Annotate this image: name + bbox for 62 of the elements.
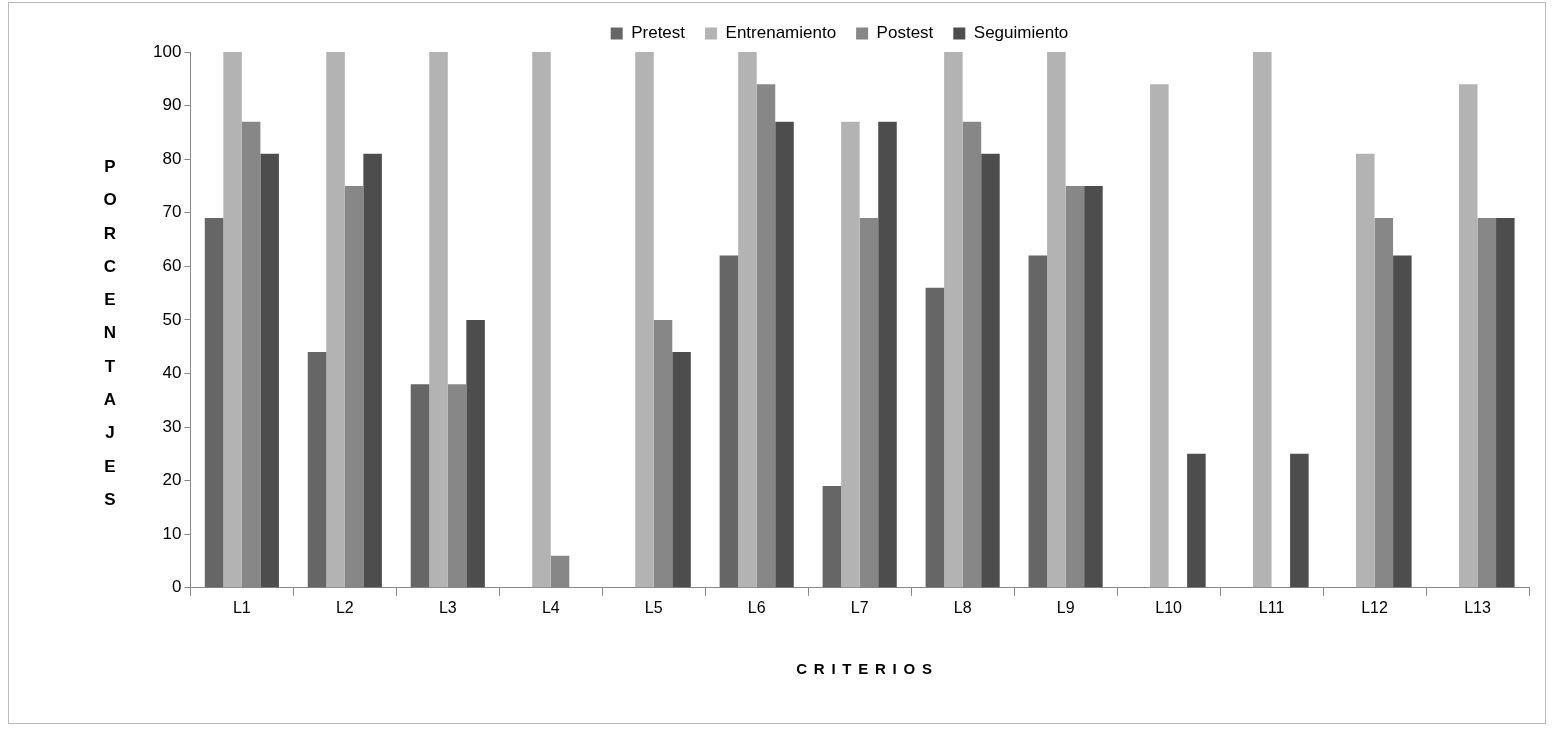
bar xyxy=(1047,52,1066,588)
x-tick-label: L3 xyxy=(438,598,457,616)
bar xyxy=(204,218,224,588)
bar xyxy=(775,121,794,588)
bar xyxy=(363,153,382,588)
legend-label: Seguimiento xyxy=(973,23,1069,43)
x-tick-label: L13 xyxy=(1464,598,1491,616)
text: PORCENTAJES xyxy=(103,157,117,509)
y-tick-label: 50 xyxy=(162,309,182,329)
bar xyxy=(878,121,897,588)
bar xyxy=(738,52,757,588)
x-tick-label: L4 xyxy=(541,598,560,616)
bar xyxy=(326,52,345,588)
x-tick-label: L6 xyxy=(747,598,766,616)
bar xyxy=(635,52,654,588)
bar xyxy=(429,52,448,588)
bar xyxy=(532,52,551,588)
bar xyxy=(223,52,242,588)
bar xyxy=(841,121,860,588)
y-tick-label: 60 xyxy=(162,256,182,276)
bar xyxy=(1290,453,1309,588)
x-tick-label: L10 xyxy=(1155,598,1183,616)
y-tick-label: 10 xyxy=(162,523,182,543)
y-tick-label: 30 xyxy=(162,416,182,436)
x-tick-label: L9 xyxy=(1056,598,1075,616)
bar xyxy=(944,52,963,588)
bar xyxy=(1187,453,1206,588)
bar xyxy=(925,287,945,588)
y-tick-label: 100 xyxy=(152,41,182,61)
legend-label: Pretest xyxy=(631,23,686,43)
x-axis-title: CRITERIOS xyxy=(795,660,940,677)
x-tick-label: L7 xyxy=(850,598,869,616)
bar xyxy=(1356,153,1375,588)
bar xyxy=(307,352,327,588)
x-tick-label: L11 xyxy=(1258,598,1285,616)
bar xyxy=(1150,84,1169,588)
legend-label: Postest xyxy=(876,23,934,43)
bar xyxy=(672,352,691,588)
bar xyxy=(1084,185,1103,588)
bar xyxy=(1458,84,1478,588)
x-tick-label: L2 xyxy=(335,598,354,616)
y-tick-label: 40 xyxy=(162,363,182,383)
x-tick-label: L5 xyxy=(644,598,663,616)
x-tick-label: L1 xyxy=(232,598,251,616)
y-tick-label: 70 xyxy=(162,202,182,222)
bar xyxy=(1028,255,1048,588)
x-tick-label: L8 xyxy=(953,598,972,616)
y-tick-label: 20 xyxy=(162,470,182,490)
legend-label: Entrenamiento xyxy=(725,23,837,43)
bar xyxy=(822,486,842,588)
y-tick-label: 90 xyxy=(162,95,182,115)
bar xyxy=(1253,52,1272,588)
y-tick-label: 0 xyxy=(171,577,182,597)
bar xyxy=(466,319,485,588)
bar xyxy=(410,384,430,588)
bar xyxy=(260,153,279,588)
bar xyxy=(719,255,739,588)
bar xyxy=(1393,255,1412,588)
y-tick-label: 80 xyxy=(162,148,182,168)
bar xyxy=(1496,218,1515,588)
x-tick-label: L12 xyxy=(1361,598,1388,616)
bar xyxy=(981,153,1000,588)
